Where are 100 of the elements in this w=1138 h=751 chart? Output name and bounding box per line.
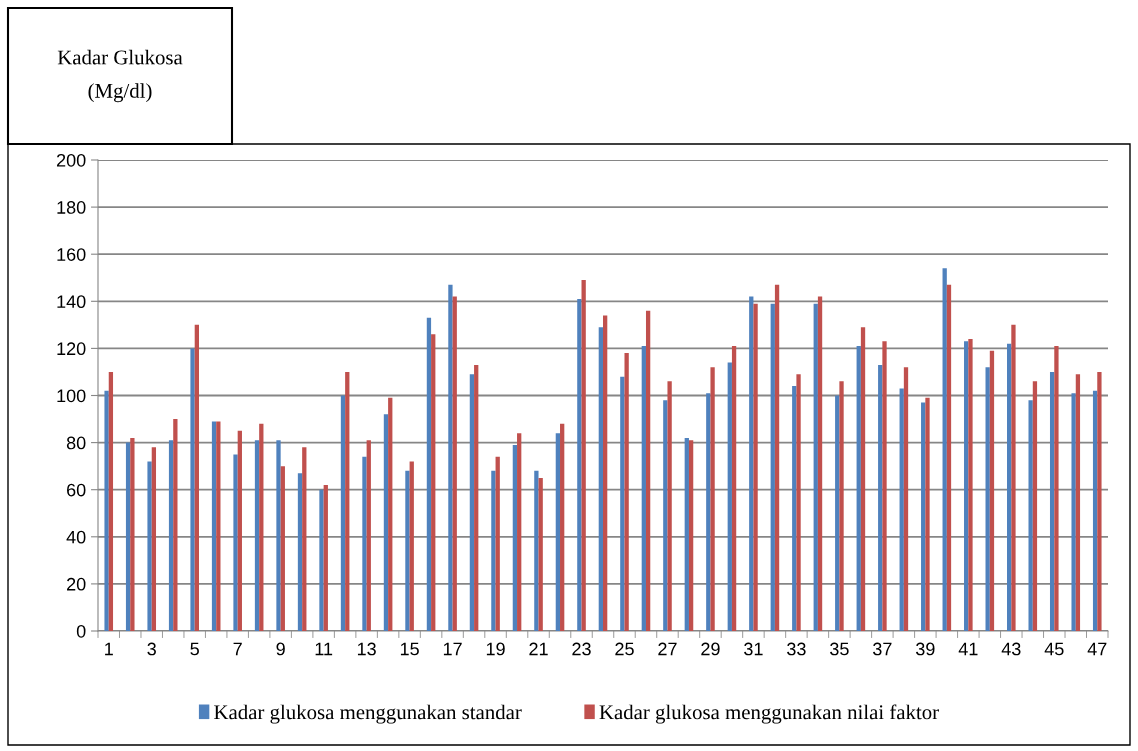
bar <box>684 437 689 631</box>
bar <box>560 423 565 631</box>
bar <box>302 447 307 631</box>
bar <box>942 268 947 631</box>
bar <box>641 346 646 631</box>
bar <box>259 423 264 631</box>
y-tick-label: 60 <box>67 483 86 497</box>
bar <box>1054 346 1059 631</box>
bar <box>474 364 479 631</box>
legend-label: Kadar glukosa menggunakan nilai faktor <box>599 704 939 724</box>
y-tick-label: 0 <box>76 624 86 638</box>
bar <box>211 421 217 631</box>
bar <box>452 296 457 631</box>
bar <box>925 397 930 631</box>
bar <box>710 367 715 631</box>
bar <box>125 442 131 631</box>
bar <box>426 317 432 631</box>
bar <box>1092 390 1098 631</box>
y-tick-label: 100 <box>57 389 86 403</box>
bar <box>581 280 586 631</box>
bar <box>796 374 801 631</box>
bar <box>1071 393 1076 631</box>
bar <box>624 353 629 631</box>
bar <box>603 315 608 631</box>
x-tick-label: 47 <box>1087 642 1107 656</box>
bar <box>770 303 775 631</box>
bar <box>491 470 496 631</box>
bar <box>856 346 861 631</box>
y-tick-label: 140 <box>57 295 86 309</box>
x-tick-label: 7 <box>233 642 242 656</box>
bar <box>620 376 625 631</box>
bar <box>151 447 157 631</box>
y-tick-label: 180 <box>57 201 86 214</box>
y-tick-label: 120 <box>57 342 86 356</box>
bar <box>985 367 990 631</box>
bar <box>130 437 135 631</box>
bar <box>792 386 797 631</box>
bar <box>598 327 603 631</box>
bar <box>323 484 328 631</box>
bar <box>1075 374 1081 631</box>
bar <box>731 346 737 631</box>
bar <box>946 284 952 631</box>
x-tick-label: 5 <box>190 642 199 656</box>
bar <box>366 440 371 631</box>
y-tick-label: 200 <box>56 153 86 167</box>
bar <box>517 433 522 631</box>
bar <box>1028 400 1033 631</box>
bar <box>297 473 303 631</box>
bar <box>817 296 823 631</box>
bar <box>469 374 475 631</box>
bar <box>216 421 221 631</box>
x-tick-label: 33 <box>787 642 806 656</box>
bar <box>431 334 436 631</box>
bar <box>319 489 324 631</box>
bar <box>534 470 539 631</box>
x-tick-label: 17 <box>443 642 462 656</box>
x-tick-label: 45 <box>1044 642 1064 656</box>
bar <box>512 444 518 631</box>
bar <box>345 371 350 631</box>
x-tick-label: 29 <box>701 642 720 656</box>
bar <box>280 466 285 631</box>
y-tick-label: 80 <box>66 436 86 450</box>
bar <box>108 371 114 631</box>
bar <box>753 303 758 631</box>
bar <box>921 402 926 631</box>
bar <box>882 341 887 631</box>
legend-label: Kadar glukosa menggunakan standar <box>214 704 522 724</box>
x-tick-label: 19 <box>486 642 505 656</box>
x-tick-label: 37 <box>873 642 892 656</box>
bar <box>727 362 732 631</box>
bar <box>383 414 389 631</box>
bar <box>538 477 543 631</box>
bar <box>194 324 199 631</box>
bar <box>968 338 973 631</box>
bar <box>964 341 969 631</box>
bar <box>405 470 410 631</box>
bar <box>667 381 672 631</box>
x-tick-label: 21 <box>529 642 548 656</box>
y-axis-title: Kadar Glukosa (Mg/dl) <box>57 49 183 103</box>
x-tick-label: 9 <box>276 642 285 656</box>
bar <box>860 327 866 631</box>
bar <box>899 388 904 631</box>
bar <box>495 456 500 631</box>
bar <box>1097 371 1102 631</box>
bar <box>555 433 561 631</box>
bar <box>813 303 818 631</box>
x-tick-label: 25 <box>615 642 634 656</box>
x-tick-label: 23 <box>572 642 591 656</box>
bar <box>190 348 195 631</box>
bar <box>1049 371 1055 631</box>
bar <box>276 440 281 631</box>
bar <box>147 461 152 631</box>
x-tick-label: 39 <box>915 642 935 656</box>
bar <box>233 454 238 631</box>
x-tick-label: 35 <box>830 642 849 656</box>
bar <box>774 284 780 631</box>
x-tick-label: 41 <box>958 642 978 656</box>
bar <box>340 395 346 631</box>
x-tick-label: 13 <box>357 642 376 656</box>
bar <box>577 298 582 631</box>
